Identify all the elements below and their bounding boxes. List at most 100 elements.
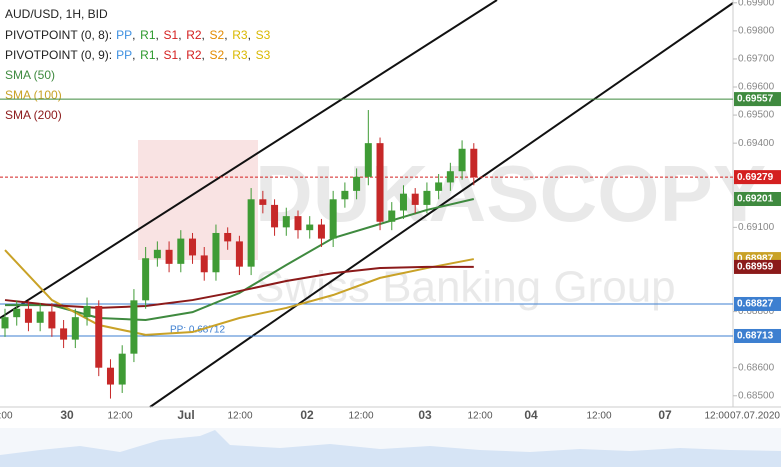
x-tick-label: 12:00 [704, 411, 729, 422]
price-tag-label: 0.69201 [737, 194, 774, 205]
channel-line [149, 2, 734, 408]
price-tag-label: 0.68713 [737, 331, 774, 342]
x-tick-label: 07.07.2020 [730, 411, 780, 422]
candle-body [142, 258, 150, 301]
x-tick-label: 03 [418, 408, 432, 422]
watermark-text: DUKASCOPY [255, 149, 766, 238]
price-tag [734, 259, 781, 274]
legend-series: SMA (100) [5, 88, 62, 102]
price-tag [734, 192, 781, 207]
candle-body [165, 249, 173, 264]
watermark: DUKASCOPY Swiss Banking Group [138, 140, 766, 312]
legend-sep: , [178, 48, 181, 62]
sma-line [5, 198, 475, 321]
legend-label: PIVOTPOINT (0, 8): [5, 28, 112, 42]
watermark-logo [138, 140, 258, 260]
candle-body [247, 199, 255, 267]
legend-item: R1 [140, 48, 156, 62]
price-tag-label: 0.69557 [737, 94, 774, 105]
legend-sep: , [178, 28, 181, 42]
candle-body [130, 300, 138, 354]
legend-sep: , [248, 48, 251, 62]
legend-sep: , [202, 48, 205, 62]
candle-body [271, 204, 279, 228]
channel-line [0, 0, 498, 319]
legend-item: R3 [232, 28, 248, 42]
y-tick-label: 0.68600 [738, 362, 775, 373]
candle-body [259, 199, 267, 205]
candle-body [1, 317, 9, 329]
candle-body [353, 176, 361, 191]
price-tag [734, 328, 781, 343]
y-tick-label: 0.69500 [738, 110, 775, 121]
candle-body [224, 232, 232, 242]
x-tick-label: 12:00 [348, 411, 373, 422]
candle-body [83, 305, 91, 318]
legend-sep: , [132, 28, 135, 42]
y-tick-label: 0.69400 [738, 138, 775, 149]
candle-body [48, 311, 56, 329]
y-tick-label: 0.69800 [738, 26, 775, 37]
legend-item: S3 [256, 28, 271, 42]
candle-body [13, 308, 21, 318]
watermark-subtext: Swiss Banking Group [255, 263, 676, 312]
y-tick-label: 0.69700 [738, 54, 775, 65]
candle-body [189, 238, 197, 256]
candle-body [235, 241, 243, 267]
candle-body [458, 148, 466, 172]
legend-item: S1 [164, 28, 179, 42]
x-tick-label: 12:00 [107, 411, 132, 422]
legend-item: S2 [210, 28, 225, 42]
price-tag-label: 0.68827 [737, 299, 774, 310]
y-tick-label: 0.68500 [738, 390, 775, 401]
legend-sep: , [224, 28, 227, 42]
candle-body [118, 353, 126, 385]
x-tick-label: 02 [300, 408, 314, 422]
navigator-area [0, 430, 781, 467]
legend-item: R2 [186, 48, 202, 62]
candle-body [24, 308, 32, 323]
candle-body [376, 143, 384, 222]
candle-body [177, 238, 185, 264]
candle-body [435, 182, 443, 191]
legend-sep: , [202, 28, 205, 42]
x-tick-label: 30 [60, 408, 74, 422]
y-tick-label: 0.69600 [738, 82, 775, 93]
legend-series: SMA (200) [5, 108, 62, 122]
candle-body [71, 317, 79, 340]
candle-body [153, 249, 161, 259]
x-tick-label: 07 [658, 408, 672, 422]
candle-body [411, 193, 419, 205]
legend-item: S2 [210, 48, 225, 62]
candle-body [423, 190, 431, 205]
candle-body [317, 224, 325, 239]
legend-item: PP [116, 48, 132, 62]
candle-body [106, 367, 114, 385]
y-tick-label: 0.69100 [738, 222, 775, 233]
legend-item: R1 [140, 28, 156, 42]
legend-label: PIVOTPOINT (0, 9): [5, 48, 112, 62]
legend-sep: , [156, 28, 159, 42]
candle-body [200, 255, 208, 273]
legend-item: R2 [186, 28, 202, 42]
legend-item: S3 [256, 48, 271, 62]
candle-body [212, 232, 220, 273]
legend-item: PP [116, 28, 132, 42]
legend-sep: , [156, 48, 159, 62]
x-tick-label: 04 [524, 408, 538, 422]
legend-sep: , [248, 28, 251, 42]
y-tick-label: 0.69900 [738, 0, 775, 8]
candle-body [364, 143, 372, 177]
y-tick-label: 0.68800 [738, 306, 775, 317]
candle-body [341, 190, 349, 200]
legend-sep: , [224, 48, 227, 62]
x-tick-label: 12:00 [227, 411, 252, 422]
price-tag-label: 0.68959 [737, 262, 774, 273]
candle-body [388, 210, 396, 222]
candle-body [470, 148, 478, 178]
x-tick-label: 12:00 [0, 411, 13, 422]
sma-line [4, 265, 474, 309]
candle-body [282, 216, 290, 228]
legend-item: S1 [164, 48, 179, 62]
